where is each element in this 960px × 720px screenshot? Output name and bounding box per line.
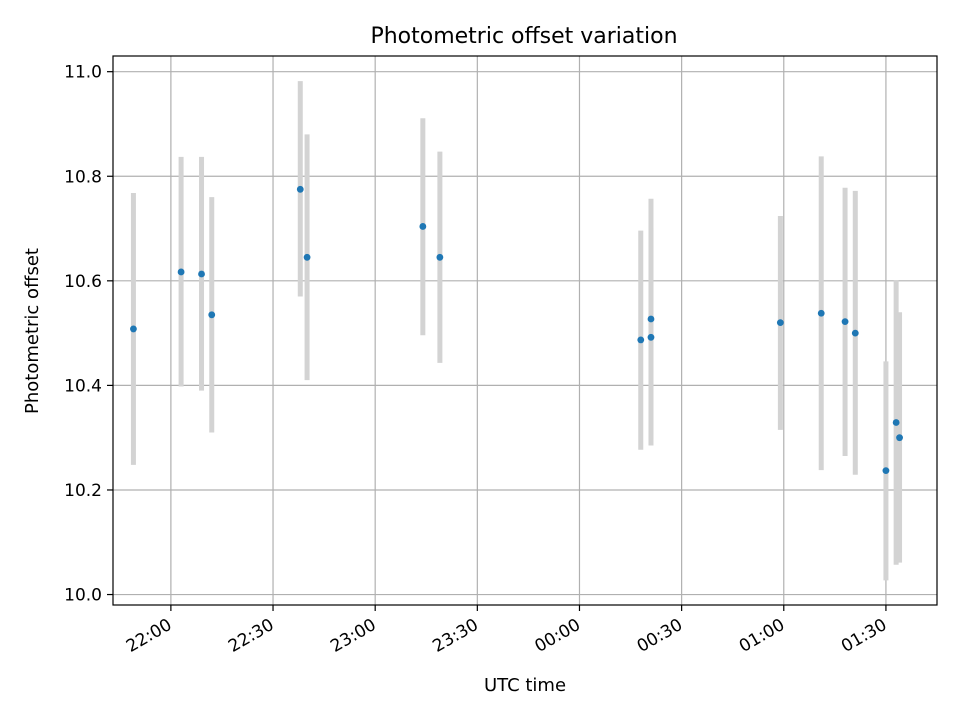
data-point [303, 253, 311, 261]
y-ticks: 10.0 10.2 10.4 10.6 10.8 11.0 [64, 63, 113, 606]
grid [113, 56, 937, 605]
data-points [130, 185, 903, 475]
y-axis-label: Photometric offset [22, 248, 43, 414]
data-point [841, 318, 849, 326]
data-point [647, 315, 655, 323]
y-tick-label: 10.8 [64, 167, 102, 187]
y-tick-label: 11.0 [64, 63, 102, 83]
data-point [892, 419, 900, 426]
data-point [130, 325, 137, 333]
data-point [776, 319, 784, 327]
y-tick-label: 10.0 [64, 586, 102, 606]
data-point [177, 268, 185, 276]
data-point [419, 223, 427, 230]
data-point [208, 311, 216, 319]
data-point [436, 253, 444, 261]
data-point [882, 467, 890, 475]
plot-frame [112, 55, 938, 606]
y-tick-label: 10.6 [64, 272, 102, 292]
data-point [896, 434, 903, 442]
data-point [851, 329, 859, 337]
data-point [647, 333, 655, 341]
y-tick-label: 10.4 [64, 376, 102, 396]
data-point [198, 270, 205, 278]
data-point [296, 185, 304, 193]
chart-title: Photometric offset variation [370, 24, 677, 49]
x-axis-label: UTC time [484, 675, 566, 696]
data-point [817, 309, 825, 317]
y-tick-label: 10.2 [64, 481, 102, 501]
data-point [637, 336, 645, 344]
